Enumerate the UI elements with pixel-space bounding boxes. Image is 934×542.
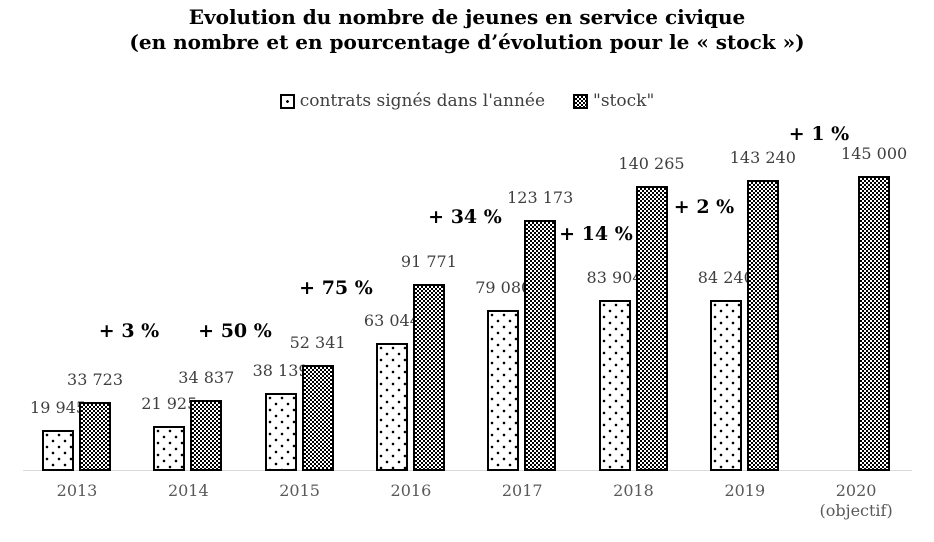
value-label: 84 240 (697, 268, 754, 287)
stock-bar (635, 186, 668, 471)
x-tick-label: 2016 (390, 481, 432, 500)
legend-item-contracts: contrats signés dans l'année (279, 91, 546, 111)
contracts-bar (153, 426, 186, 471)
value-label: 38 139 (252, 361, 309, 380)
percent-annotation: + 1 % (788, 123, 850, 145)
value-label: 83 904 (586, 268, 643, 287)
contracts-bar (375, 343, 408, 471)
legend-item-stock: "stock" (573, 91, 654, 111)
contracts-bar (264, 393, 297, 471)
percent-annotation: + 14 % (559, 223, 633, 245)
percent-annotation: + 3 % (98, 320, 160, 342)
percent-annotation: + 34 % (428, 206, 502, 228)
x-tick-label: 2020 (objectif) (819, 481, 893, 520)
stock-bar (858, 176, 891, 471)
value-label: 21 925 (141, 394, 198, 413)
stock-bar (301, 365, 334, 471)
stock-bar (524, 220, 557, 471)
value-label: 34 837 (178, 368, 235, 387)
legend-label-stock: "stock" (593, 91, 655, 111)
percent-annotation: + 75 % (299, 277, 373, 299)
chart-title: Evolution du nombre de jeunes en service… (0, 5, 934, 55)
chart-title-line2: (en nombre et en pourcentage d’évolution… (129, 30, 805, 54)
value-label: 91 771 (400, 252, 457, 271)
stock-bar (412, 284, 445, 471)
contracts-bar (598, 300, 631, 471)
stock-bar (79, 402, 111, 471)
dotted-swatch-icon (279, 93, 295, 109)
value-label: 52 341 (289, 333, 346, 352)
percent-annotation: + 50 % (198, 320, 272, 342)
x-tick-label: 2015 (279, 481, 320, 500)
value-label: 123 173 (507, 188, 574, 207)
x-tick-label: 2013 (56, 481, 98, 500)
value-label: 19 945 (30, 398, 86, 417)
chart-title-line1: Evolution du nombre de jeunes en service… (188, 5, 746, 29)
x-tick-label: 2014 (167, 481, 209, 500)
value-label: 145 000 (841, 144, 908, 163)
legend-label-contracts: contrats signés dans l'année (299, 91, 546, 111)
checkered-swatch-icon (573, 93, 589, 109)
stock-bar (190, 400, 223, 471)
x-axis-line (23, 470, 912, 471)
stock-bar (746, 180, 779, 471)
value-label: 79 080 (475, 278, 532, 297)
x-tick-label: 2017 (501, 481, 543, 500)
contracts-bar (42, 430, 74, 471)
value-label: 143 240 (729, 148, 796, 167)
legend: contrats signés dans l'année "stock" (0, 91, 934, 111)
value-label: 140 265 (618, 154, 685, 173)
value-label: 63 044 (363, 311, 420, 330)
contracts-bar (487, 310, 520, 471)
percent-annotation: + 2 % (673, 196, 735, 218)
value-label: 33 723 (67, 370, 123, 389)
x-tick-label: 2018 (613, 481, 654, 500)
contracts-bar (709, 300, 742, 471)
x-tick-label: 2019 (724, 481, 766, 500)
